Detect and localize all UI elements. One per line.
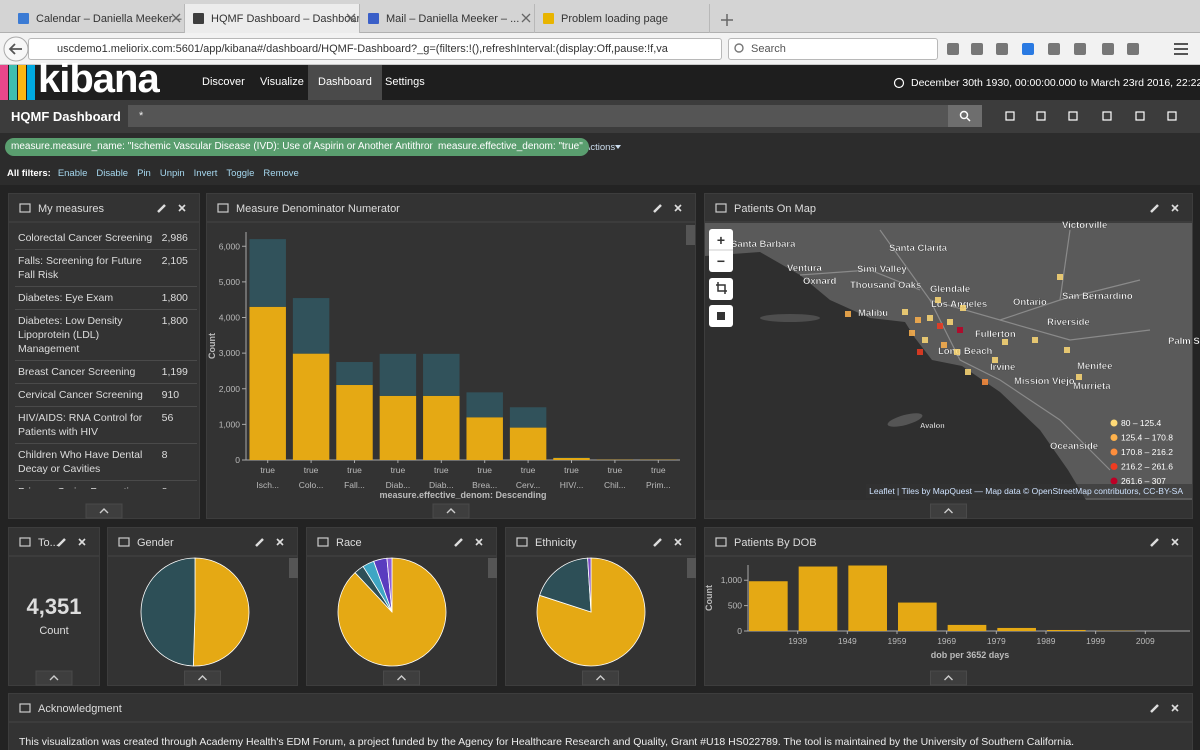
tab-title: HQMF Dashboard – Dashboar...: [211, 12, 360, 25]
metric-label: Count: [39, 625, 69, 637]
panel: Patients On Map: [704, 193, 1193, 519]
nav-item[interactable]: Dashboard: [308, 65, 382, 100]
browser-tab[interactable]: Calendar – Daniella Meeker – ...: [10, 4, 185, 33]
table-row: Diabetes: Eye Exam 1,800: [15, 287, 197, 310]
panel: My measures Colorectal Cancer Screening 2,…: [8, 193, 200, 519]
filter-action[interactable]: Invert: [193, 168, 218, 179]
search-field[interactable]: Search: [728, 38, 938, 60]
panel: Acknowledgment This visualization was cre…: [8, 693, 1193, 750]
measure-count: 8: [161, 449, 168, 461]
panel-title: Patients On Map: [734, 203, 816, 215]
measure-name: Cervical Cancer Screening: [18, 389, 143, 401]
panel-title: Gender: [137, 537, 174, 549]
filter-actions-menu[interactable]: Actions: [584, 142, 616, 153]
panel: Gender: [107, 527, 298, 686]
panel: To... 4,351 Count: [8, 527, 100, 686]
measure-name: Children Who Have Dental Decay or Caviti…: [18, 449, 143, 475]
tab-title: Problem loading page: [561, 12, 669, 25]
filter-action[interactable]: Pin: [137, 168, 151, 179]
acknowledgment-text: This visualization was created through A…: [19, 736, 1075, 748]
filter-pill[interactable]: measure.effective_denom: "true": [432, 138, 589, 156]
table-row: Cervical Cancer Screening 910: [15, 384, 197, 407]
dashboard-title: HQMF Dashboard: [11, 109, 121, 124]
browser-tab[interactable]: HQMF Dashboard – Dashboar...: [185, 4, 360, 33]
measure-count: 1,800: [161, 315, 188, 327]
table-row: Primary Caries Prevention8: [15, 481, 197, 489]
measure-name: Diabetes: Eye Exam: [18, 292, 114, 304]
panel-title: Acknowledgment: [38, 703, 122, 715]
nav-item[interactable]: Visualize: [260, 76, 304, 88]
all-filters-label: All filters:: [7, 168, 51, 179]
measure-name: Colorectal Cancer Screening: [18, 232, 153, 244]
measures-table: Colorectal Cancer Screening 2,986 Falls: S…: [15, 227, 197, 489]
panel-title: My measures: [38, 203, 105, 215]
measure-count: 2,105: [161, 255, 188, 267]
nav-item[interactable]: Discover: [202, 76, 245, 88]
table-row: HIV/AIDS: RNA Control for Patients with …: [15, 407, 197, 444]
table-row: Breast Cancer Screening 1,199: [15, 361, 197, 384]
time-range[interactable]: December 30th 1930, 00:00:00.000 to Marc…: [911, 77, 1200, 89]
nav-item[interactable]: Settings: [385, 76, 425, 88]
measure-count: 56: [161, 412, 174, 424]
measure-name: Falls: Screening for Future Fall Risk: [18, 255, 142, 281]
kibana-navbar: kibana December 30th 1930, 00:00:00.000 …: [0, 57, 1200, 101]
measure-name: Primary Caries Prevention: [15, 485, 158, 489]
table-row: Diabetes: Low Density Lipoprotein (LDL) …: [15, 310, 197, 361]
measure-count: 910: [161, 389, 180, 401]
table-row: Falls: Screening for Future Fall Risk 2,1…: [15, 250, 197, 287]
browser-tab[interactable]: Problem loading page: [535, 4, 710, 33]
panel-title: To...: [38, 537, 59, 549]
tab-title: Mail – Daniella Meeker – ...: [386, 12, 520, 25]
all-filters-bar: All filters: Enable Disable Pin Unpin Invert…: [0, 162, 1200, 185]
filter-action[interactable]: Unpin: [159, 168, 185, 179]
toolbar: uscdemo1.meliorix.com:5601/app/kibana#/d…: [0, 33, 1200, 65]
panel: Patients By DOB: [704, 527, 1193, 686]
panel: Measure Denominator Numerator: [206, 193, 696, 519]
filter-action[interactable]: Disable: [96, 168, 129, 179]
url-text: uscdemo1.meliorix.com:5601/app/kibana#/d…: [57, 43, 668, 55]
table-row: Colorectal Cancer Screening 2,986: [15, 227, 197, 250]
measure-count: 1,199: [161, 366, 188, 378]
measure-count: 2,986: [161, 232, 188, 244]
url-field[interactable]: uscdemo1.meliorix.com:5601/app/kibana#/d…: [28, 38, 722, 60]
table-row: Children Who Have Dental Decay or Caviti…: [15, 444, 197, 481]
measure-name: Breast Cancer Screening: [18, 366, 136, 378]
panel-title: Race: [336, 537, 362, 549]
panel-title: Ethnicity: [535, 537, 577, 549]
filter-action[interactable]: Toggle: [226, 168, 255, 179]
panel: Race: [306, 527, 497, 686]
search-button[interactable]: [948, 105, 982, 127]
panel: Ethnicity: [505, 527, 696, 686]
filter-bar: Actions measure.measure_name: "Ischemic …: [0, 133, 1200, 162]
dashboard-bar: HQMF Dashboard *: [0, 100, 1200, 133]
tab-strip: Calendar – Daniella Meeker – ... HQMF Das…: [0, 0, 1200, 33]
panel-title: Measure Denominator Numerator: [236, 203, 400, 215]
measure-count: 8: [158, 485, 197, 489]
measure-count: 1,800: [161, 292, 188, 304]
filter-action[interactable]: Enable: [57, 168, 88, 179]
query-input[interactable]: *: [128, 105, 948, 127]
filter-action[interactable]: Remove: [263, 168, 299, 179]
search-placeholder: Search: [751, 43, 786, 55]
measure-name: Diabetes: Low Density Lipoprotein (LDL) …: [18, 315, 123, 355]
tab-title: Calendar – Daniella Meeker – ...: [36, 12, 185, 25]
filter-pill[interactable]: measure.measure_name: "Ischemic Vascular…: [5, 138, 469, 156]
metric-value: 4,351: [26, 594, 82, 619]
browser-tab[interactable]: Mail – Daniella Meeker – ...: [360, 4, 535, 33]
panel-title: Patients By DOB: [734, 537, 817, 549]
brand[interactable]: kibana: [38, 57, 160, 101]
measure-name: HIV/AIDS: RNA Control for Patients with …: [18, 412, 143, 438]
